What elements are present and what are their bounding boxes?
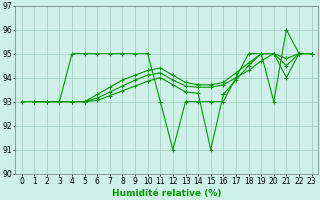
X-axis label: Humidité relative (%): Humidité relative (%) (112, 189, 221, 198)
